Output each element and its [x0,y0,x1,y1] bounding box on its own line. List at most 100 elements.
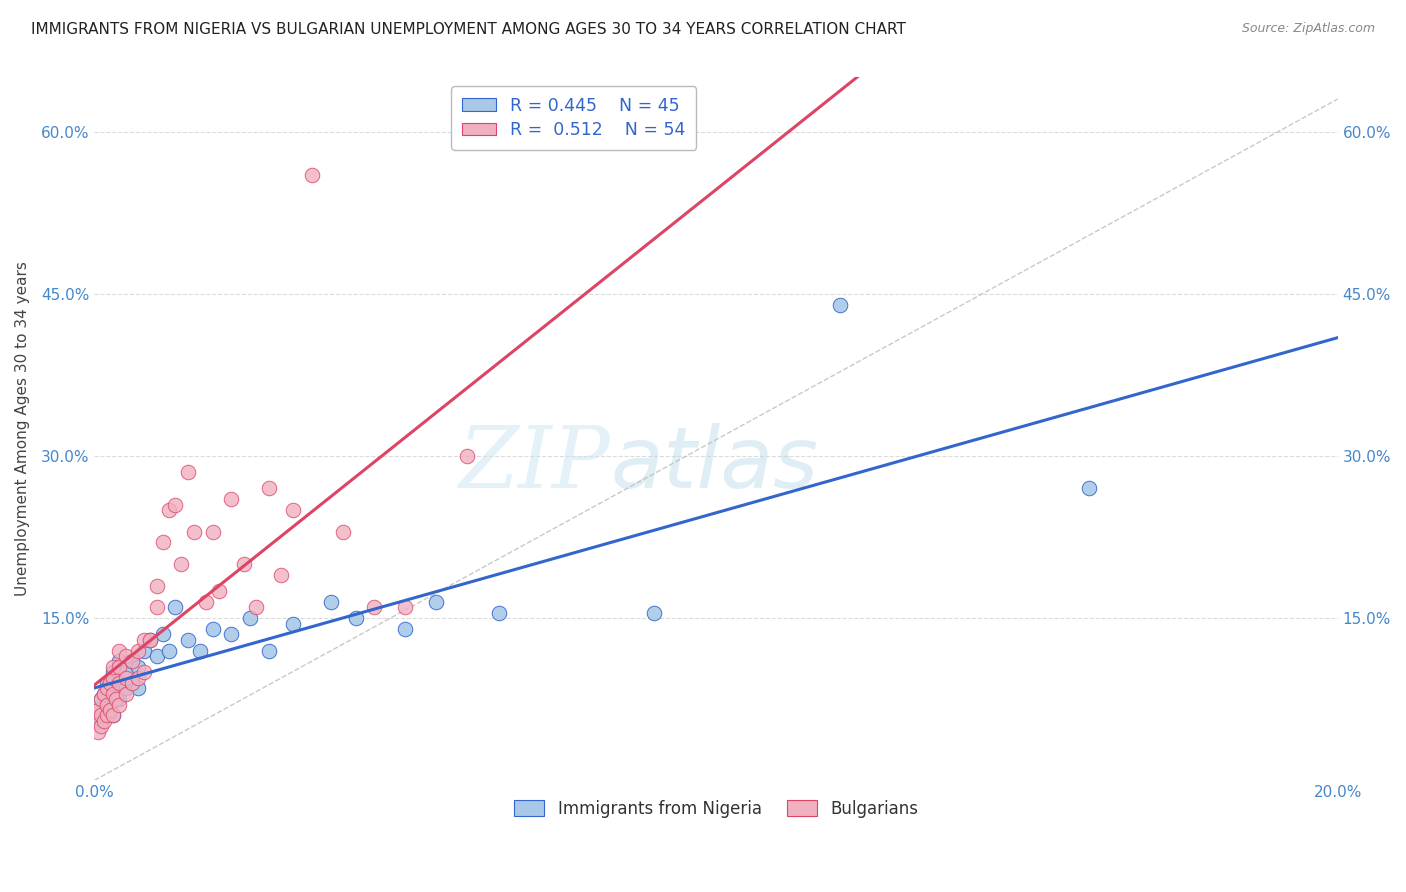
Point [232,557,254,571]
Point [101,687,124,701]
Point [121,676,143,690]
Point [239,611,262,625]
Point [98,703,121,717]
Point [177,465,200,479]
Point [127,681,149,696]
Point [145,579,167,593]
Point [101,708,124,723]
Point [114,681,136,696]
Point [643,606,665,620]
Point [93,687,115,701]
Point [101,659,124,673]
Point [152,627,174,641]
Point [90,692,112,706]
Point [86,703,108,717]
Point [145,600,167,615]
Point [98,681,121,696]
Point [121,654,143,668]
Point [101,665,124,680]
Point [208,584,231,599]
Point [425,595,447,609]
Point [363,600,385,615]
Point [219,627,242,641]
Point [90,714,112,728]
Text: Source: ZipAtlas.com: Source: ZipAtlas.com [1241,22,1375,36]
Point [127,659,149,673]
Point [86,703,108,717]
Legend: Immigrants from Nigeria, Bulgarians: Immigrants from Nigeria, Bulgarians [508,793,925,825]
Point [456,449,478,463]
Point [90,692,112,706]
Point [134,665,156,680]
Point [121,654,143,668]
Point [86,724,108,739]
Point [134,632,156,647]
Point [96,703,118,717]
Point [257,643,280,657]
Point [101,676,124,690]
Point [177,632,200,647]
Point [157,503,180,517]
Point [394,622,416,636]
Point [108,643,131,657]
Point [219,492,242,507]
Point [165,498,187,512]
Point [114,671,136,685]
Point [183,524,205,539]
Text: IMMIGRANTS FROM NIGERIA VS BULGARIAN UNEMPLOYMENT AMONG AGES 30 TO 34 YEARS CORR: IMMIGRANTS FROM NIGERIA VS BULGARIAN UNE… [31,22,905,37]
Point [201,622,224,636]
Point [127,643,149,657]
Point [257,481,280,495]
Point [195,595,218,609]
Text: ZIP: ZIP [458,423,610,506]
Point [90,708,112,723]
Point [108,698,131,712]
Point [93,708,115,723]
Point [121,676,143,690]
Point [114,665,136,680]
Point [96,676,118,690]
Point [1078,481,1101,495]
Point [108,654,131,668]
Text: atlas: atlas [610,423,818,506]
Point [108,676,131,690]
Point [394,600,416,615]
Point [319,595,342,609]
Point [283,616,305,631]
Point [98,676,121,690]
Point [105,687,128,701]
Y-axis label: Unemployment Among Ages 30 to 34 years: Unemployment Among Ages 30 to 34 years [15,261,30,597]
Point [270,567,292,582]
Point [127,671,149,685]
Point [145,648,167,663]
Point [301,168,323,182]
Point [114,687,136,701]
Point [105,692,128,706]
Point [86,714,108,728]
Point [830,297,852,311]
Point [157,643,180,657]
Point [101,708,124,723]
Point [139,632,162,647]
Point [283,503,305,517]
Point [170,557,193,571]
Point [344,611,367,625]
Point [90,719,112,733]
Point [245,600,267,615]
Point [152,535,174,549]
Point [114,648,136,663]
Point [201,524,224,539]
Point [96,708,118,723]
Point [332,524,354,539]
Point [488,606,510,620]
Point [108,659,131,673]
Point [98,698,121,712]
Point [108,676,131,690]
Point [101,671,124,685]
Point [93,714,115,728]
Point [96,692,118,706]
Point [139,632,162,647]
Point [188,643,211,657]
Point [165,600,187,615]
Point [96,681,118,696]
